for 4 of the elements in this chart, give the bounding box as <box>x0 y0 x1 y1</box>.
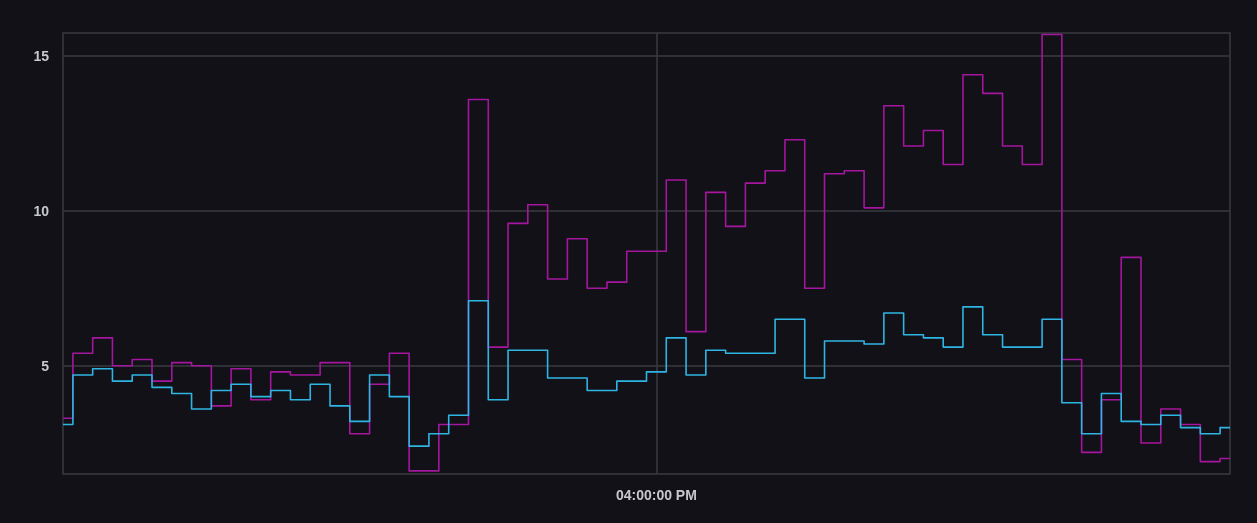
y-tick-label: 10 <box>33 202 50 219</box>
x-tick-label: 04:00:00 PM <box>615 487 697 503</box>
y-tick-label: 5 <box>41 357 50 374</box>
y-tick-label: 15 <box>33 48 50 65</box>
